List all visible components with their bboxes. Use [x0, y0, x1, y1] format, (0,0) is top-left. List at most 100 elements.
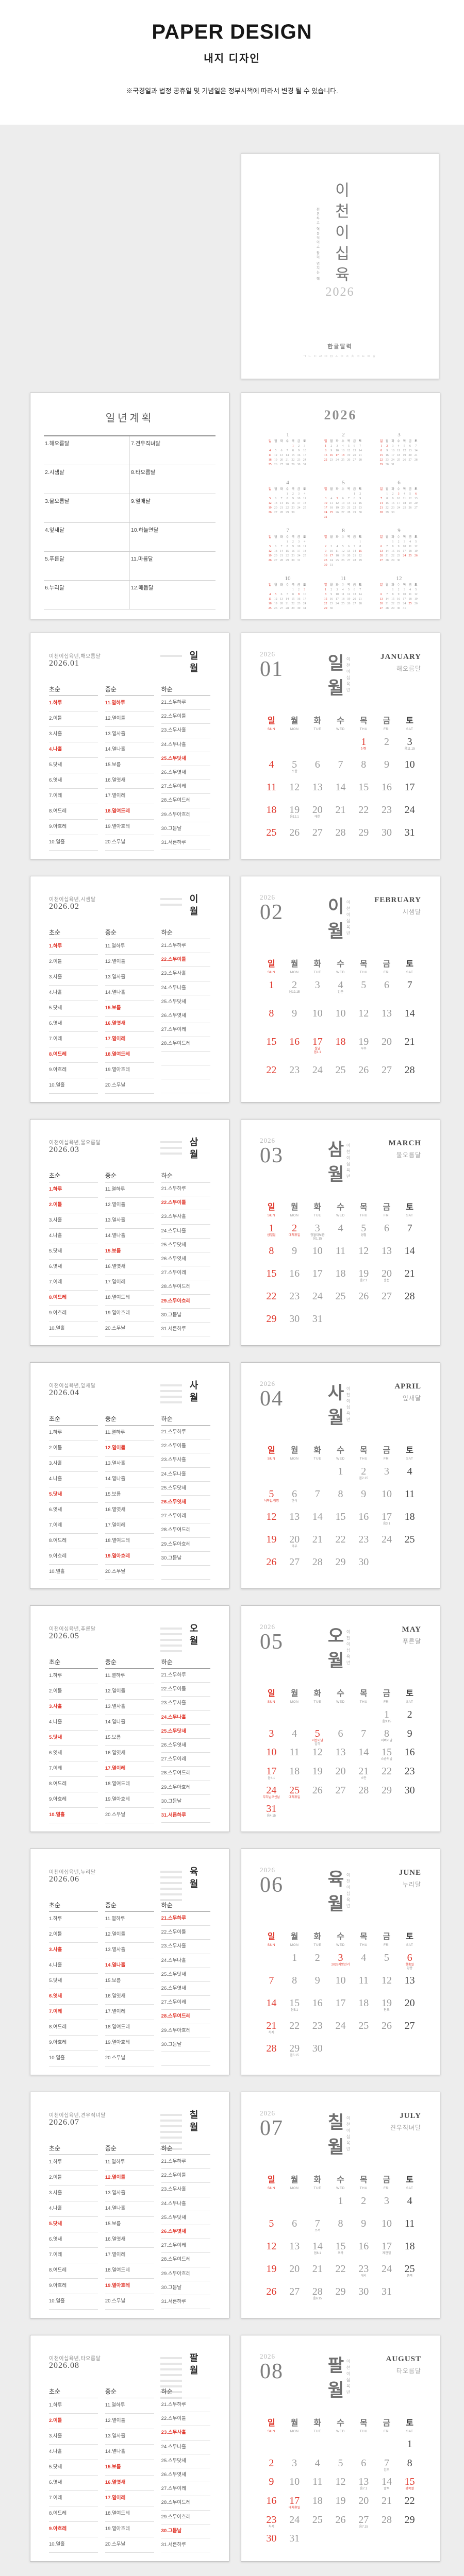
- mini-date-cell: 3: [304, 445, 306, 448]
- weekday-header: 월 MON: [290, 2176, 299, 2190]
- day-sub-label: 단오: [384, 2009, 390, 2012]
- mini-weekday: 수: [286, 536, 289, 539]
- mini-date-cell: [346, 515, 352, 520]
- mini-date-cell: 10: [324, 502, 327, 505]
- day-list-column: 초순 1.하루 2.이틀 3.사흘 4.나흘 5.닷새 6.엿새 7.이레 8.여드레 9.아흐레…: [49, 1657, 98, 1823]
- mini-month-number: 4: [286, 480, 289, 486]
- weekday-header: 월 MON: [290, 2419, 299, 2433]
- day-list-item: 11.열하루: [105, 1669, 155, 1684]
- calendar-month-korean: 물오름달: [396, 1151, 421, 1159]
- day-list-item: 26.스무엿새: [161, 2468, 210, 2483]
- mini-date-cell: 6: [347, 545, 350, 548]
- mini-date-cell: 1: [354, 493, 356, 496]
- calendar-week-row: 17 음4.1 18 19 20 21 소만 22 23: [260, 1766, 421, 1785]
- weekday-header: 토 SAT: [406, 2176, 414, 2190]
- mini-date-cell: 26: [274, 463, 277, 466]
- mini-date-cell: 3: [330, 545, 333, 548]
- mini-date-row: 5 6 7 8 9 10 11: [267, 545, 308, 549]
- day-cell: 29: [358, 827, 369, 838]
- mini-date-cell: 11: [408, 593, 412, 596]
- day-cell: 14: [404, 1245, 415, 1257]
- day-cell: 1: [269, 979, 274, 991]
- day-cell: [329, 1709, 352, 1728]
- year-overview-page: 2026 1 일 월 화 수 목 금 토 1 2 3 4 5 6 7 8 9 10 11 12 13 14 15 16 17 18…: [241, 393, 440, 619]
- mini-date-cell: 4: [304, 540, 306, 544]
- day-sub-label: 음12.1: [290, 816, 299, 819]
- mini-weekday: 목: [347, 584, 351, 587]
- tally-mark: [160, 2374, 182, 2376]
- day-list-item: 7.이레: [49, 2005, 98, 2020]
- mini-date-cell: 18: [341, 598, 345, 601]
- day-list-item: 29.스무아흐레: [161, 2024, 210, 2038]
- day-cell: 21: [381, 2495, 392, 2507]
- day-cell: 25: [358, 2020, 369, 2031]
- day-list-item: 5.닷새: [49, 1974, 98, 1989]
- day-cell: 17 제헌절: [375, 2241, 399, 2263]
- day-list-column: 중순 11.열하루 12.열이틀 13.열사흘 14.열나흘 15.보름 16.열엿새 17.…: [105, 2144, 155, 2310]
- year-plan-cell: 10.하늘연달: [131, 527, 159, 533]
- mini-date-cell: 12: [341, 550, 345, 553]
- mini-date-cell: 2: [397, 540, 400, 544]
- left-page-date-label: 2026.08: [49, 2361, 79, 2370]
- mini-date-cell: 16: [324, 554, 327, 557]
- mini-weekday: 토: [358, 440, 362, 443]
- calendar-year: 2026: [260, 2109, 275, 2117]
- mini-date-cell: 7: [386, 545, 388, 548]
- mini-weekday: 월: [274, 536, 277, 539]
- calendar-week-row: 12 13 14 15 16 17 음3.1 18: [260, 1511, 421, 1534]
- month-calendar-page-08: 2026 08 팔월 이천이십육년 AUGUST 타오름달 일 SUN 월 MON 화 TUE 수 WED…: [241, 2335, 440, 2562]
- column-header: 중순: [105, 2144, 155, 2155]
- mini-date-cell: 9: [330, 593, 333, 596]
- day-cell: 7: [407, 1223, 412, 1234]
- day-list-columns: 초순 1.하루 2.이틀 3.사흘 4.나흘 5.닷새 6.엿새 7.이레 8.여드레 9.아흐레…: [49, 685, 210, 851]
- day-list-item: 30.그믐날: [161, 2524, 210, 2538]
- day-cell: 7: [338, 759, 343, 770]
- day-sub-label: 어린이날: [311, 1739, 323, 1742]
- mini-date-cell: 28: [385, 607, 389, 610]
- day-cell: 19: [266, 2263, 277, 2275]
- day-cell: 11: [266, 782, 276, 793]
- mini-date-cell: 14: [347, 502, 351, 505]
- day-list-item: 28.스무여드레: [161, 2496, 210, 2511]
- day-list-item: 23.스무사흘: [161, 2426, 210, 2441]
- day-list-item: 13.열사흘: [105, 970, 155, 986]
- day-cell: [375, 1803, 399, 1822]
- tally-mark: [160, 2391, 182, 2393]
- mini-date-cell: [413, 463, 419, 467]
- mini-date-cell: 11: [341, 593, 345, 596]
- mini-date-cell: 31: [303, 607, 306, 610]
- mini-date-cell: 8: [354, 497, 356, 500]
- calendar-month-number: 06: [260, 1873, 284, 1897]
- day-cell: 15: [358, 782, 369, 793]
- mini-date-cell: [267, 492, 273, 497]
- mini-date-cell: 25: [408, 554, 412, 557]
- mini-date-cell: 12: [347, 449, 351, 452]
- mini-calendar-month-11: 11 일 월 화 수 목 금 토 1 2 3 4 5 6 7 8 9 10 11 12 13 14 15 16 17 18 19 20…: [323, 575, 364, 611]
- mini-weekday: 목: [403, 440, 406, 443]
- mini-date-cell: 19: [403, 454, 406, 457]
- mini-date-cell: [340, 515, 346, 520]
- mini-date-cell: 28: [279, 559, 283, 562]
- column-header: 초순: [49, 1414, 98, 1426]
- left-page-date-label: 2026.03: [49, 1145, 79, 1154]
- tally-mark: [160, 2363, 182, 2365]
- mini-month-number: 12: [396, 575, 402, 582]
- day-list-item: 4.나흘: [49, 742, 98, 758]
- mini-date-cell: 20: [379, 554, 383, 557]
- day-list-column: 중순 11.열하루 12.열이틀 13.열사흘 14.열나흘 15.보름 16.열엿새 17.…: [105, 1901, 155, 2066]
- weekday-header: 수 WED: [336, 717, 345, 731]
- mini-date-cell: 25: [329, 511, 333, 514]
- mini-month-number: 3: [397, 432, 401, 438]
- mini-date-cell: [402, 558, 407, 563]
- day-list-item: 27.스무이레: [161, 1753, 210, 1767]
- day-list-item: 13.열사흘: [105, 1456, 155, 1472]
- day-cell: [306, 1803, 329, 1822]
- mini-date-cell: 26: [347, 459, 351, 462]
- calendar-grid: 1 삼일절 2 대체휴일 3 정월대보름 음1.15 4 5 경칩 6 7 8 9 10 11 12 13 14 15…: [260, 1223, 421, 1336]
